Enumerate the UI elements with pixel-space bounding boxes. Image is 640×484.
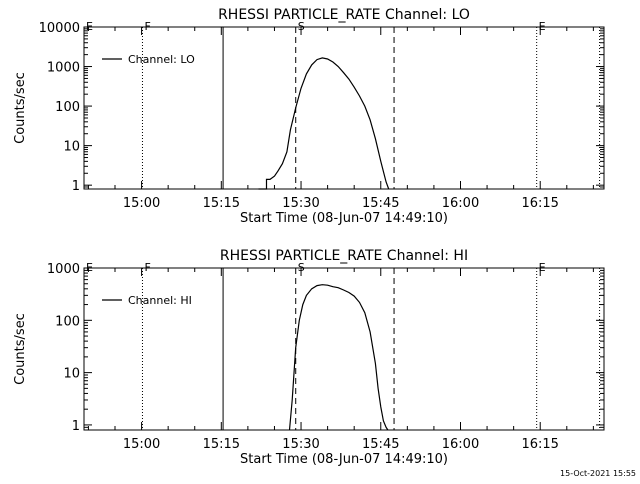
x-axis-label: Start Time (08-Jun-07 14:49:10) [240,452,448,467]
x-tick-label: 15:15 [203,437,240,452]
y-axis-label: Counts/sec [13,72,28,144]
footer-timestamp: 15-Oct-2021 15:55 [560,469,636,478]
x-tick-label: 15:00 [123,437,160,452]
chart-title: RHESSI PARTICLE_RATE Channel: HI [220,248,468,264]
y-tick-label: 100 [55,100,80,115]
x-tick-label: 15:30 [282,437,319,452]
y-tick-label: 1 [72,419,80,434]
x-tick-label: 16:00 [442,437,479,452]
series-line [258,57,390,190]
x-tick-label: 15:45 [362,196,399,211]
y-tick-label: 1000 [47,61,80,76]
x-tick-label: 15:45 [362,437,399,452]
plot-frame [83,267,605,431]
x-tick-label: 15:15 [203,196,240,211]
y-tick-label: 10 [63,140,80,155]
x-tick-label: 16:15 [521,437,558,452]
y-tick-label: 1 [72,179,80,194]
legend-label: Channel: HI [128,294,192,307]
series-line [288,284,389,431]
plot-frame [83,26,605,190]
x-tick-label: 16:00 [442,196,479,211]
x-tick-label: 15:30 [282,196,319,211]
y-tick-label: 1000 [47,262,80,277]
y-tick-label: 100 [55,314,80,329]
x-tick-label: 16:15 [521,196,558,211]
y-tick-label: 10000 [39,21,80,36]
x-axis-label: Start Time (08-Jun-07 14:49:10) [240,211,448,226]
legend-label: Channel: LO [128,53,195,66]
chart-title: RHESSI PARTICLE_RATE Channel: LO [218,7,470,23]
y-tick-label: 10 [63,367,80,382]
y-axis-label: Counts/sec [13,313,28,385]
x-tick-label: 15:00 [123,196,160,211]
